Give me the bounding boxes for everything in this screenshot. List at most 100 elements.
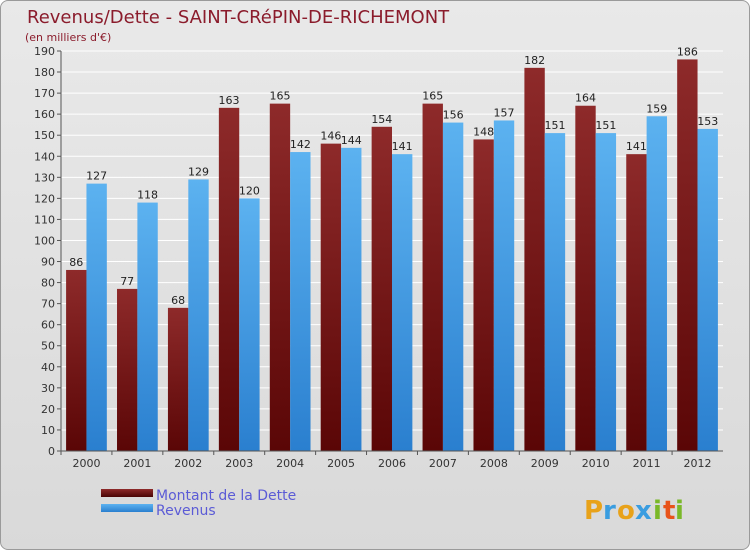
value-label-revenus: 120 — [239, 184, 260, 197]
legend-label-debt: Montant de la Dette — [156, 488, 296, 504]
logo-letter: o — [617, 496, 635, 526]
y-tick-label: 180 — [34, 66, 55, 79]
value-label-revenus: 153 — [697, 115, 718, 128]
y-tick-label: 190 — [34, 45, 55, 58]
x-tick-label: 2010 — [582, 457, 610, 470]
value-label-dette: 163 — [219, 94, 240, 107]
bar-dette — [677, 59, 698, 451]
y-tick-label: 30 — [41, 382, 55, 395]
y-tick-label: 100 — [34, 234, 55, 247]
y-tick-label: 50 — [41, 340, 55, 353]
y-axis-ticks: 0 10 20 30 40 50 60 70 80 90 100 110 120 130 140 150 160… — [34, 45, 61, 458]
bar-revenus — [137, 202, 158, 451]
value-label-dette: 165 — [422, 90, 443, 103]
bar-dette — [524, 67, 545, 451]
x-tick-label: 2005 — [327, 457, 355, 470]
value-label-dette: 182 — [524, 54, 545, 67]
x-tick-label: 2009 — [531, 457, 559, 470]
value-label-dette: 141 — [626, 140, 647, 153]
y-tick-label: 80 — [41, 277, 55, 290]
x-tick-label: 2000 — [72, 457, 100, 470]
y-tick-label: 60 — [41, 319, 55, 332]
y-tick-label: 20 — [41, 403, 55, 416]
value-label-dette: 165 — [269, 90, 290, 103]
x-tick-label: 2002 — [174, 457, 202, 470]
value-label-revenus: 151 — [544, 119, 565, 132]
legend-label-revenus: Revenus — [156, 503, 216, 519]
bar-dette — [117, 288, 138, 451]
bar-revenus — [493, 120, 515, 451]
y-tick-label: 120 — [34, 192, 55, 205]
bar-dette — [473, 139, 494, 451]
value-label-dette: 186 — [677, 45, 698, 58]
bar-revenus — [646, 116, 667, 452]
chart-subtitle: (en milliers d'€) — [25, 31, 111, 44]
value-label-dette: 77 — [120, 275, 134, 288]
x-tick-label: 2011 — [633, 457, 661, 470]
y-tick-label: 130 — [34, 171, 55, 184]
logo-letter: i — [653, 496, 662, 526]
bar-dette — [575, 105, 596, 451]
bar-dette — [320, 143, 342, 451]
logo-letter: i — [675, 496, 684, 526]
value-label-revenus: 118 — [137, 189, 158, 202]
x-tick-label: 2008 — [480, 457, 508, 470]
logo-letter: r — [603, 496, 616, 526]
x-tick-label: 2001 — [123, 457, 151, 470]
value-label-revenus: 151 — [595, 119, 616, 132]
value-label-revenus: 156 — [443, 109, 464, 122]
value-label-dette: 86 — [69, 256, 83, 269]
value-label-dette: 146 — [320, 130, 341, 143]
bars — [66, 59, 718, 452]
bar-revenus — [392, 154, 413, 451]
value-label-revenus: 144 — [341, 134, 362, 147]
x-tick-label: 2003 — [225, 457, 253, 470]
value-label-dette: 154 — [371, 113, 392, 126]
y-tick-label: 0 — [48, 445, 55, 458]
y-tick-label: 170 — [34, 87, 55, 100]
bar-dette — [269, 103, 291, 451]
logo-letter: t — [663, 496, 675, 526]
value-label-dette: 164 — [575, 92, 596, 105]
value-label-revenus: 142 — [290, 138, 311, 151]
bar-revenus — [188, 179, 209, 451]
x-tick-label: 2007 — [429, 457, 457, 470]
bar-revenus — [86, 183, 107, 451]
y-tick-label: 110 — [34, 213, 55, 226]
bar-revenus — [239, 198, 260, 451]
bar-dette — [66, 269, 87, 451]
value-labels: 86 127 77 118 68 129 163 120 165 142 146 144 154 141 1… — [69, 45, 718, 306]
bar-revenus — [697, 128, 718, 451]
bar-dette — [371, 126, 392, 451]
value-label-revenus: 157 — [494, 106, 515, 119]
x-axis-ticks: 2000 2001 2002 2003 2004 2005 2006 2007 2008 2009… — [60, 451, 712, 470]
y-tick-label: 160 — [34, 108, 55, 121]
y-tick-label: 150 — [34, 129, 55, 142]
y-tick-label: 140 — [34, 150, 55, 163]
bar-dette — [167, 307, 189, 451]
logo-letter: P — [584, 496, 603, 526]
legend-swatch-debt — [101, 489, 153, 497]
x-tick-label: 2004 — [276, 457, 304, 470]
value-label-revenus: 129 — [188, 165, 209, 178]
y-tick-label: 40 — [41, 361, 55, 374]
bar-dette — [422, 103, 443, 451]
bar-revenus — [290, 152, 311, 452]
value-label-dette: 148 — [473, 125, 494, 138]
value-label-revenus: 159 — [646, 102, 667, 115]
legend-swatch-revenus — [101, 504, 153, 512]
x-tick-label: 2006 — [378, 457, 406, 470]
y-tick-label: 90 — [41, 256, 55, 269]
chart-title: Revenus/Dette - SAINT-CRéPIN-DE-RICHEMON… — [27, 7, 450, 28]
value-label-revenus: 141 — [392, 140, 413, 153]
logo-letter: x — [635, 496, 652, 526]
bar-dette — [218, 107, 240, 451]
x-tick-label: 2012 — [684, 457, 712, 470]
bar-revenus — [595, 133, 617, 451]
bar-revenus — [544, 133, 566, 451]
legend: Montant de la Dette Revenus — [101, 488, 296, 519]
bar-revenus — [442, 122, 464, 451]
value-label-dette: 68 — [171, 294, 185, 307]
